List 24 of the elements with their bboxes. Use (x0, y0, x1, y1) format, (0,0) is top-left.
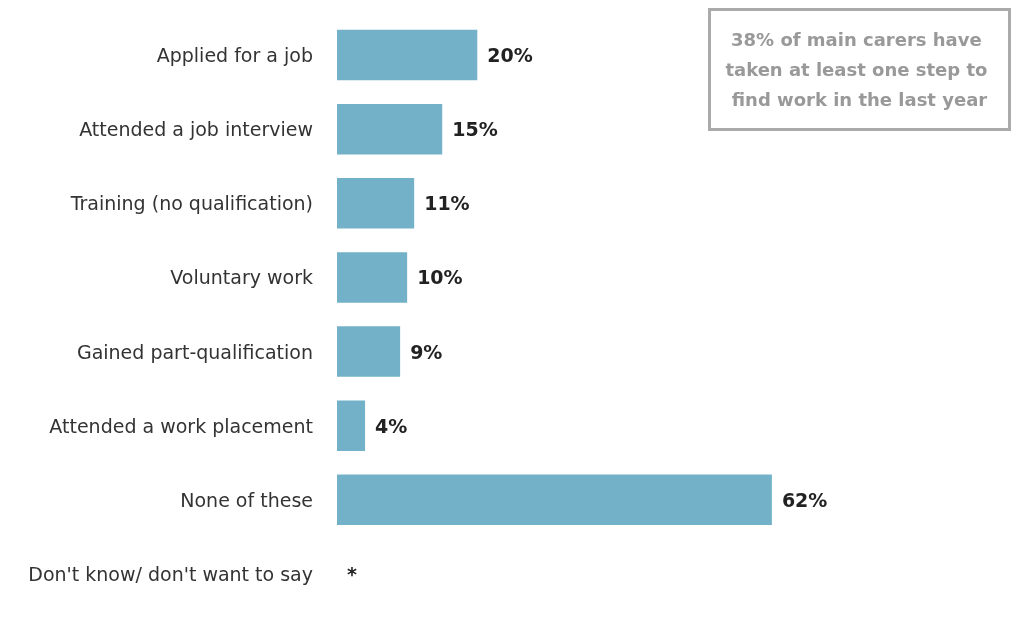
bar (337, 29, 478, 81)
y-tick-label: Applied for a job (156, 44, 313, 67)
bar (337, 178, 415, 229)
bar (337, 252, 408, 303)
y-tick-label: Training (no qualification) (69, 192, 313, 215)
data-label: 9% (410, 340, 443, 363)
y-tick-label: Gained part-qualification (76, 340, 313, 363)
y-tick-label: None of these (180, 488, 313, 511)
data-label: 15% (452, 118, 498, 141)
data-label: 4% (375, 414, 408, 437)
data-label: 62% (781, 488, 828, 511)
annotation: 38% of main carers have taken at least one step to find work in the last year (725, 29, 994, 110)
bar (337, 326, 401, 377)
bar (337, 474, 772, 526)
data-label: 11% (424, 192, 470, 215)
y-tick-label: Voluntary work (170, 266, 313, 289)
y-tick-label: Don't know/ don't want to say (28, 562, 313, 585)
text: * (347, 562, 357, 585)
y-tick-label: Attended a job interview (79, 118, 313, 141)
y-tick-label: Attended a work placement (49, 414, 313, 437)
bar (337, 400, 366, 451)
bar (337, 103, 443, 155)
data-label: 10% (417, 266, 463, 289)
data-label: 20% (487, 44, 533, 67)
